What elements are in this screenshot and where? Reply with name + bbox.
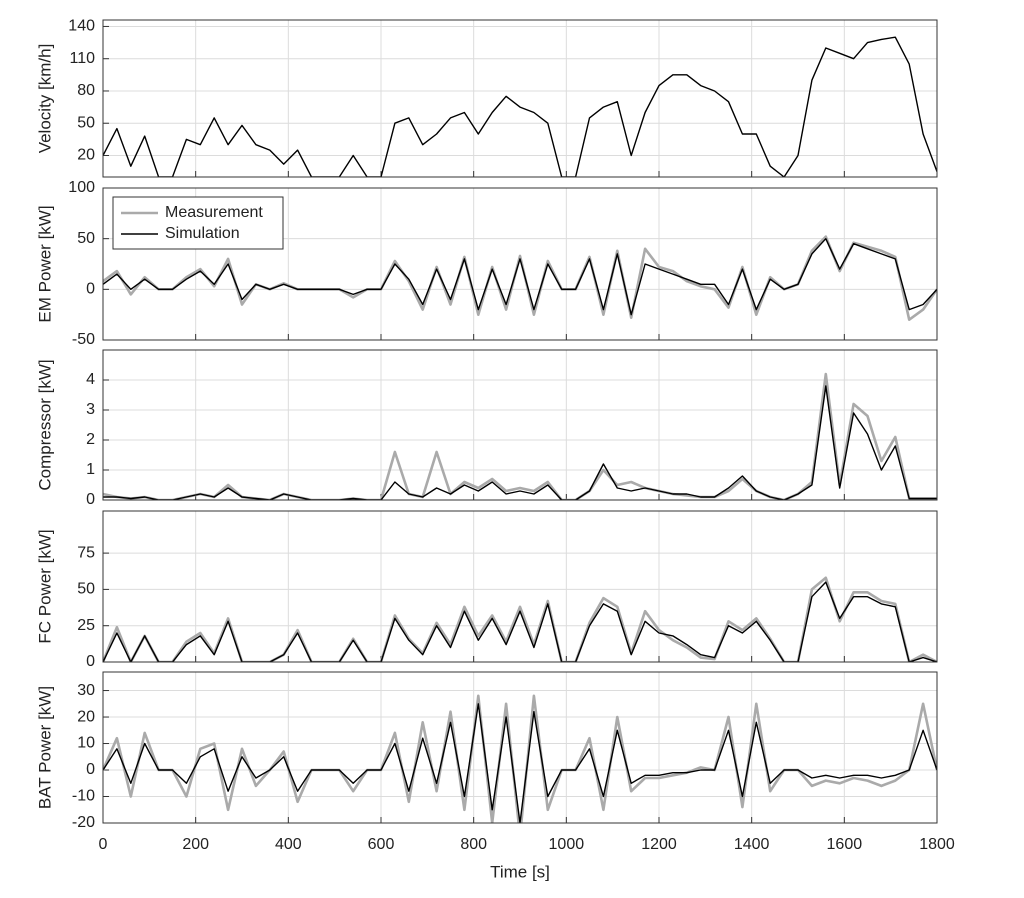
plot-lines — [103, 36, 937, 177]
y-tick-label: 0 — [86, 491, 95, 508]
legend-label: Measurement — [165, 204, 263, 221]
legend-label: Simulation — [165, 225, 240, 242]
y-axis-label: FC Power [kW] — [35, 529, 54, 643]
y-tick-label: 0 — [86, 653, 95, 670]
y-tick-label: 0 — [86, 281, 95, 298]
y-tick-label: -50 — [72, 331, 95, 348]
plot-area — [103, 20, 937, 177]
plot-frame — [102, 19, 938, 178]
x-tick-label: 0 — [99, 836, 108, 853]
y-tick-label: 1 — [86, 461, 95, 478]
plot-lines — [103, 576, 937, 662]
plot-area — [103, 511, 937, 662]
y-tick-label: 20 — [77, 708, 95, 725]
plot-lines — [103, 372, 937, 500]
x-tick-label: 200 — [182, 836, 209, 853]
y-tick-label: 50 — [77, 581, 95, 598]
y-tick-label: 75 — [77, 544, 95, 561]
y-tick-label: 0 — [86, 761, 95, 778]
series-line — [103, 238, 937, 316]
plot-frame — [102, 671, 938, 824]
y-tick-label: 4 — [86, 371, 95, 388]
y-tick-label: 80 — [77, 82, 95, 99]
x-tick-label: 800 — [460, 836, 487, 853]
y-tick-label: 140 — [68, 18, 95, 35]
plot-lines — [103, 235, 937, 321]
x-tick-label: 1000 — [549, 836, 585, 853]
x-tick-label: 400 — [275, 836, 302, 853]
series-line — [103, 385, 937, 500]
x-tick-label: 1600 — [827, 836, 863, 853]
y-tick-label: -10 — [72, 788, 95, 805]
plot-frame — [102, 510, 938, 663]
y-axis-label: Compressor [kW] — [35, 359, 54, 490]
y-tick-label: 10 — [77, 735, 95, 752]
series-line — [103, 576, 937, 662]
y-tick-label: 20 — [77, 147, 95, 164]
y-tick-label: -20 — [72, 814, 95, 831]
x-tick-label: 1200 — [641, 836, 677, 853]
series-line — [103, 581, 937, 662]
plot-area — [103, 350, 937, 500]
y-tick-label: 2 — [86, 431, 95, 448]
y-axis-label: BAT Power [kW] — [35, 686, 54, 809]
y-tick-label: 30 — [77, 682, 95, 699]
series-line — [103, 36, 937, 177]
y-tick-label: 100 — [68, 179, 95, 196]
plot-frame — [102, 187, 938, 341]
y-axis-label: EM Power [kW] — [35, 205, 54, 322]
y-axis-label: Velocity [km/h] — [35, 44, 54, 154]
y-tick-label: 50 — [77, 114, 95, 131]
plot-frame — [102, 349, 938, 501]
x-axis-label: Time [s] — [490, 862, 550, 881]
x-tick-label: 600 — [368, 836, 395, 853]
series-line — [103, 703, 937, 823]
plot-area — [103, 672, 937, 823]
y-tick-label: 110 — [69, 50, 95, 67]
plot-lines — [103, 694, 937, 823]
y-tick-label: 25 — [77, 617, 95, 634]
y-tick-label: 3 — [86, 401, 95, 418]
legend-box — [112, 196, 284, 250]
x-tick-label: 1400 — [734, 836, 770, 853]
x-tick-label: 1800 — [919, 836, 955, 853]
y-tick-label: 50 — [77, 230, 95, 247]
